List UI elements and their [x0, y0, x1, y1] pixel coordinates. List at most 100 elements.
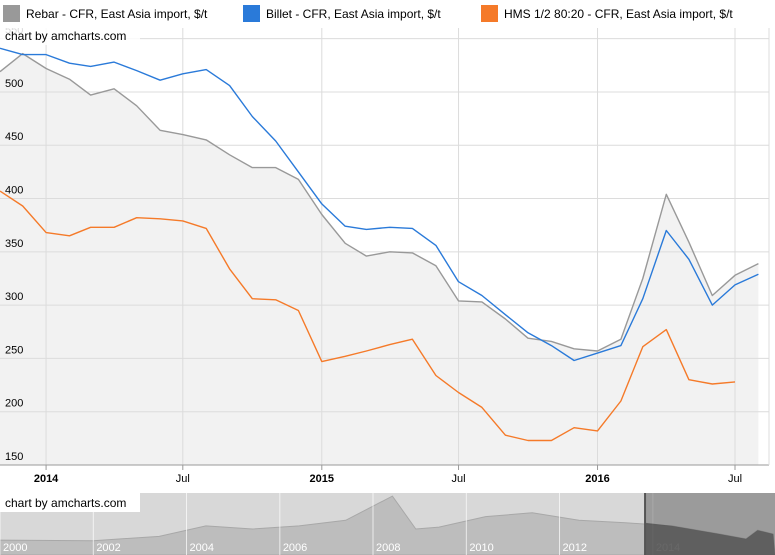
data-point-series-0[interactable] — [249, 165, 255, 171]
data-point-series-2[interactable] — [342, 353, 348, 359]
data-point-series-1[interactable] — [479, 293, 485, 299]
data-point-series-1[interactable] — [20, 52, 26, 58]
data-point-series-0[interactable] — [157, 127, 163, 133]
data-point-series-2[interactable] — [295, 308, 301, 314]
data-point-series-2[interactable] — [618, 398, 624, 404]
data-point-series-2[interactable] — [433, 373, 439, 379]
data-point-series-0[interactable] — [134, 103, 140, 109]
data-point-series-0[interactable] — [456, 298, 462, 304]
data-point-series-2[interactable] — [595, 428, 601, 434]
data-point-series-0[interactable] — [686, 239, 692, 245]
chart-scrollbar[interactable]: 20002002200420062008201020122014chart by… — [0, 493, 775, 555]
data-point-series-2[interactable] — [134, 215, 140, 221]
data-point-series-1[interactable] — [387, 224, 393, 230]
data-point-series-1[interactable] — [273, 138, 279, 144]
data-point-series-1[interactable] — [433, 242, 439, 248]
series-line-2[interactable] — [0, 190, 736, 442]
series-line-1[interactable] — [0, 47, 759, 362]
data-point-series-2[interactable] — [387, 342, 393, 348]
data-point-series-0[interactable] — [342, 240, 348, 246]
data-point-series-1[interactable] — [111, 59, 117, 65]
credit-text[interactable]: chart by amcharts.com — [5, 29, 126, 43]
data-point-series-2[interactable] — [180, 218, 186, 224]
data-point-series-0[interactable] — [709, 293, 715, 299]
data-point-series-0[interactable] — [433, 263, 439, 269]
data-point-series-2[interactable] — [273, 297, 279, 303]
data-point-series-0[interactable] — [363, 253, 369, 259]
data-point-series-1[interactable] — [67, 60, 73, 66]
data-point-series-2[interactable] — [20, 203, 26, 209]
data-point-series-2[interactable] — [456, 390, 462, 396]
data-point-series-0[interactable] — [273, 165, 279, 171]
data-point-series-2[interactable] — [409, 336, 415, 342]
data-point-series-2[interactable] — [363, 348, 369, 354]
data-point-series-0[interactable] — [387, 249, 393, 255]
data-point-series-2[interactable] — [479, 404, 485, 410]
data-point-series-2[interactable] — [227, 266, 233, 272]
data-point-series-0[interactable] — [755, 261, 761, 267]
data-point-series-1[interactable] — [709, 302, 715, 308]
data-point-series-1[interactable] — [319, 201, 325, 207]
data-point-series-1[interactable] — [502, 312, 508, 318]
data-point-series-1[interactable] — [363, 226, 369, 232]
data-point-series-2[interactable] — [203, 225, 209, 231]
data-point-series-1[interactable] — [548, 343, 554, 349]
data-point-series-2[interactable] — [548, 438, 554, 444]
data-point-series-1[interactable] — [618, 343, 624, 349]
data-point-series-0[interactable] — [571, 346, 577, 352]
data-point-series-2[interactable] — [686, 377, 692, 383]
data-point-series-2[interactable] — [640, 344, 646, 350]
data-point-series-2[interactable] — [732, 379, 738, 385]
data-point-series-1[interactable] — [525, 330, 531, 336]
data-point-series-1[interactable] — [203, 67, 209, 73]
data-point-series-1[interactable] — [732, 282, 738, 288]
data-point-series-0[interactable] — [88, 92, 94, 98]
data-point-series-0[interactable] — [640, 276, 646, 282]
data-point-series-2[interactable] — [525, 438, 531, 444]
data-point-series-0[interactable] — [111, 86, 117, 92]
data-point-series-1[interactable] — [595, 350, 601, 356]
series-line-0[interactable] — [0, 52, 759, 352]
data-point-series-2[interactable] — [88, 224, 94, 230]
data-point-series-0[interactable] — [180, 132, 186, 138]
scrollbar-left-handle[interactable] — [644, 493, 647, 555]
data-point-series-0[interactable] — [43, 66, 49, 72]
data-point-series-1[interactable] — [342, 223, 348, 229]
data-point-series-0[interactable] — [409, 250, 415, 256]
legend-item-hms[interactable]: HMS 1/2 80:20 - CFR, East Asia import, $… — [481, 5, 733, 22]
data-point-series-1[interactable] — [134, 68, 140, 74]
data-point-series-0[interactable] — [319, 212, 325, 218]
data-point-series-1[interactable] — [295, 169, 301, 175]
data-point-series-0[interactable] — [67, 76, 73, 82]
data-point-series-1[interactable] — [571, 358, 577, 364]
data-point-series-0[interactable] — [295, 176, 301, 182]
data-point-series-1[interactable] — [180, 71, 186, 77]
data-point-series-1[interactable] — [663, 228, 669, 234]
data-point-series-0[interactable] — [732, 272, 738, 278]
data-point-series-2[interactable] — [43, 230, 49, 236]
data-point-series-0[interactable] — [525, 335, 531, 341]
data-point-series-2[interactable] — [709, 381, 715, 387]
data-point-series-1[interactable] — [456, 279, 462, 285]
data-point-series-2[interactable] — [111, 224, 117, 230]
data-point-series-2[interactable] — [67, 233, 73, 239]
scrollbar-credit-text[interactable]: chart by amcharts.com — [5, 496, 126, 510]
legend-item-billet[interactable]: Billet - CFR, East Asia import, $/t — [243, 5, 441, 22]
data-point-series-1[interactable] — [686, 256, 692, 262]
data-point-series-1[interactable] — [88, 63, 94, 69]
data-point-series-2[interactable] — [157, 216, 163, 222]
legend-item-rebar[interactable]: Rebar - CFR, East Asia import, $/t — [3, 5, 207, 22]
data-point-series-2[interactable] — [249, 296, 255, 302]
data-point-series-0[interactable] — [479, 299, 485, 305]
data-point-series-1[interactable] — [755, 271, 761, 277]
data-point-series-0[interactable] — [203, 137, 209, 143]
data-point-series-1[interactable] — [157, 77, 163, 83]
data-point-series-2[interactable] — [319, 359, 325, 365]
data-point-series-1[interactable] — [227, 83, 233, 89]
data-point-series-1[interactable] — [640, 296, 646, 302]
data-point-series-2[interactable] — [571, 425, 577, 431]
data-point-series-1[interactable] — [409, 225, 415, 231]
data-point-series-0[interactable] — [663, 191, 669, 197]
data-point-series-2[interactable] — [663, 327, 669, 333]
data-point-series-0[interactable] — [227, 152, 233, 158]
